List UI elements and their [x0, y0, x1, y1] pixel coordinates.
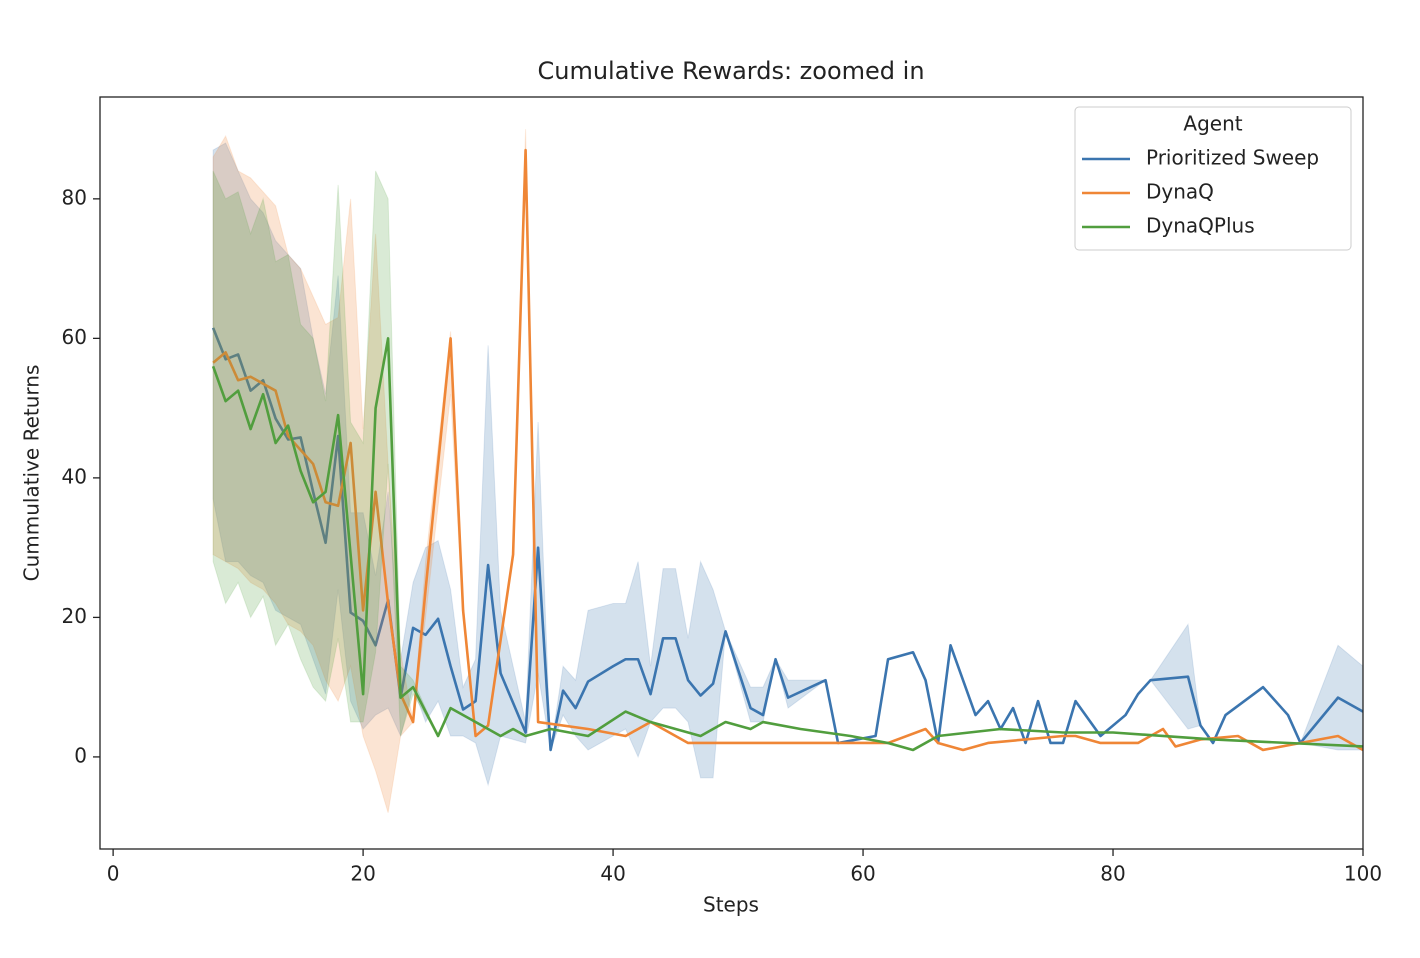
y-tick-label: 80	[62, 185, 87, 209]
legend-title: Agent	[1183, 112, 1242, 136]
y-tick-label: 60	[62, 325, 87, 349]
plot-area	[211, 129, 1363, 813]
y-tick-label: 20	[62, 604, 87, 628]
x-tick-label: 40	[600, 862, 625, 886]
chart-title: Cumulative Rewards: zoomed in	[537, 57, 924, 85]
x-tick-label: 20	[350, 862, 375, 886]
legend-label: Prioritized Sweep	[1146, 146, 1319, 170]
legend-label: DynaQPlus	[1146, 214, 1255, 238]
plot-frame	[99, 96, 1364, 850]
x-tick-label: 0	[107, 862, 120, 886]
x-axis-label: Steps	[703, 893, 759, 917]
y-axis-label: Cummulative Returns	[20, 365, 44, 582]
legend-box	[1074, 106, 1352, 251]
series-line	[211, 337, 1363, 752]
x-tick-label: 80	[1100, 862, 1125, 886]
x-tick-label: 100	[1344, 862, 1382, 886]
legend-label: DynaQ	[1146, 180, 1214, 204]
y-tick-label: 40	[62, 464, 87, 488]
x-tick-label: 60	[850, 862, 875, 886]
y-tick-label: 0	[74, 743, 87, 767]
